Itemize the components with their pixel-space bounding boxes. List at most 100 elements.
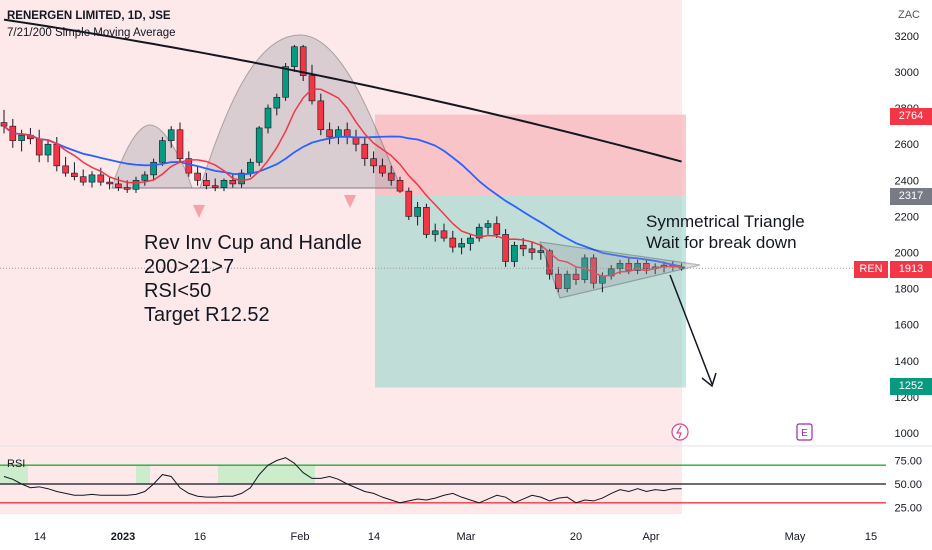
earnings-icon-letter: E — [801, 428, 808, 439]
candle-body — [220, 180, 228, 188]
candle-body — [71, 172, 78, 177]
candle-body — [370, 158, 377, 167]
candle-body — [634, 263, 641, 271]
candle-body — [555, 273, 562, 289]
currency-label: ZAC — [898, 9, 920, 21]
candle-body — [123, 187, 131, 190]
rsi-pane-label: RSI — [7, 458, 25, 470]
y-tick-label: 1800 — [895, 284, 919, 296]
candle-body — [519, 244, 527, 250]
current-price-label: 1913 — [890, 261, 932, 278]
x-tick-label: Apr — [642, 531, 659, 543]
candle-body — [44, 143, 52, 156]
candle-body — [361, 143, 369, 159]
entry-price-label: 2317 — [890, 188, 932, 205]
candle-body — [106, 181, 113, 185]
candle-body — [203, 180, 210, 187]
setup-line-rsi: RSI<50 — [144, 280, 212, 302]
candle-body — [115, 183, 122, 188]
candle-body — [97, 174, 105, 183]
candle-body — [484, 223, 492, 228]
target-zone — [375, 195, 686, 388]
x-tick-label: May — [785, 531, 806, 543]
indicator-legend: 7/21/200 Simple Moving Average — [7, 27, 176, 39]
y-tick-label: 1400 — [895, 356, 919, 368]
candle-body — [502, 234, 509, 262]
setup-line-ma: 200>21>7 — [144, 256, 235, 278]
rsi-y-tick-label: 25.00 — [894, 503, 922, 515]
current-ticker-label: REN — [854, 261, 888, 278]
candle-body — [273, 96, 281, 109]
candle-body — [467, 237, 474, 244]
stop-zone — [375, 114, 686, 196]
candle-body — [159, 140, 166, 163]
candle-body — [546, 250, 553, 275]
y-tick-label: 3000 — [895, 67, 919, 79]
candle-body — [440, 230, 448, 239]
candle-body — [88, 174, 96, 183]
y-tick-label: 2000 — [895, 248, 919, 260]
y-tick-label: 2400 — [895, 175, 919, 187]
sma-21-line — [3, 125, 682, 268]
candle-body — [308, 75, 316, 102]
candle-body — [211, 185, 219, 188]
candle-body — [282, 66, 289, 98]
candle-body — [229, 180, 237, 185]
y-tick-label: 1000 — [895, 428, 919, 440]
pattern-line-action: Wait for break down — [646, 233, 797, 252]
candle-body — [387, 172, 395, 181]
x-tick-label: 15 — [865, 531, 877, 543]
x-tick-label: 14 — [368, 531, 380, 543]
symmetrical-triangle — [539, 241, 701, 299]
candle-body — [414, 207, 421, 217]
candle-body — [431, 230, 439, 235]
setup-line-target: Target R12.52 — [144, 304, 270, 326]
rsi-line — [3, 457, 682, 504]
candle-body — [167, 129, 175, 141]
candle-body — [563, 273, 571, 289]
candle-body — [35, 138, 43, 156]
down-marker-icon — [193, 205, 205, 218]
candle-body — [291, 46, 298, 67]
candle-body — [493, 223, 501, 235]
candle-body — [396, 180, 404, 192]
candle-body — [528, 248, 536, 253]
candle-body — [194, 172, 201, 181]
candle-body — [379, 165, 386, 174]
candle-body — [53, 143, 61, 167]
candle-body — [511, 244, 518, 262]
rsi-y-tick-label: 75.00 — [894, 456, 922, 468]
pattern-line-name: Symmetrical Triangle — [646, 212, 805, 231]
sma-200-line — [3, 18, 682, 163]
candle-body — [317, 100, 325, 131]
candle-body — [335, 129, 342, 138]
y-tick-label: 3200 — [895, 31, 919, 43]
flash-event-icon — [671, 423, 689, 441]
setup-annotation: Rev Inv Cup and Handle 200>21>7 RSI<50 T… — [144, 231, 362, 327]
target-price-label: 1252 — [890, 378, 932, 395]
candle-body — [185, 158, 193, 174]
candle-body — [18, 134, 25, 141]
candle-body — [405, 190, 413, 217]
candle-body — [150, 161, 157, 176]
y-tick-label: 1600 — [895, 320, 919, 332]
x-tick-label: Feb — [291, 531, 310, 543]
setup-line-pattern: Rev Inv Cup and Handle — [144, 232, 362, 254]
candle-body — [616, 263, 624, 270]
candle-body — [176, 129, 184, 159]
candle-body — [264, 107, 272, 129]
pattern-annotation: Symmetrical Triangle Wait for break down — [646, 211, 805, 253]
candle-body — [247, 161, 254, 174]
flash-bolt-icon — [675, 425, 682, 439]
x-tick-label: 2023 — [111, 531, 135, 543]
candle-body — [475, 226, 483, 239]
candle-body — [132, 180, 140, 190]
candle-body — [423, 207, 430, 235]
candle-body — [326, 129, 333, 138]
x-tick-label: Mar — [457, 531, 476, 543]
candle-body — [449, 237, 457, 248]
down-marker-icon — [344, 195, 356, 208]
x-tick-label: 16 — [194, 531, 206, 543]
rsi-overbought-fill — [0, 465, 28, 484]
breakdown-arrow — [669, 274, 713, 385]
